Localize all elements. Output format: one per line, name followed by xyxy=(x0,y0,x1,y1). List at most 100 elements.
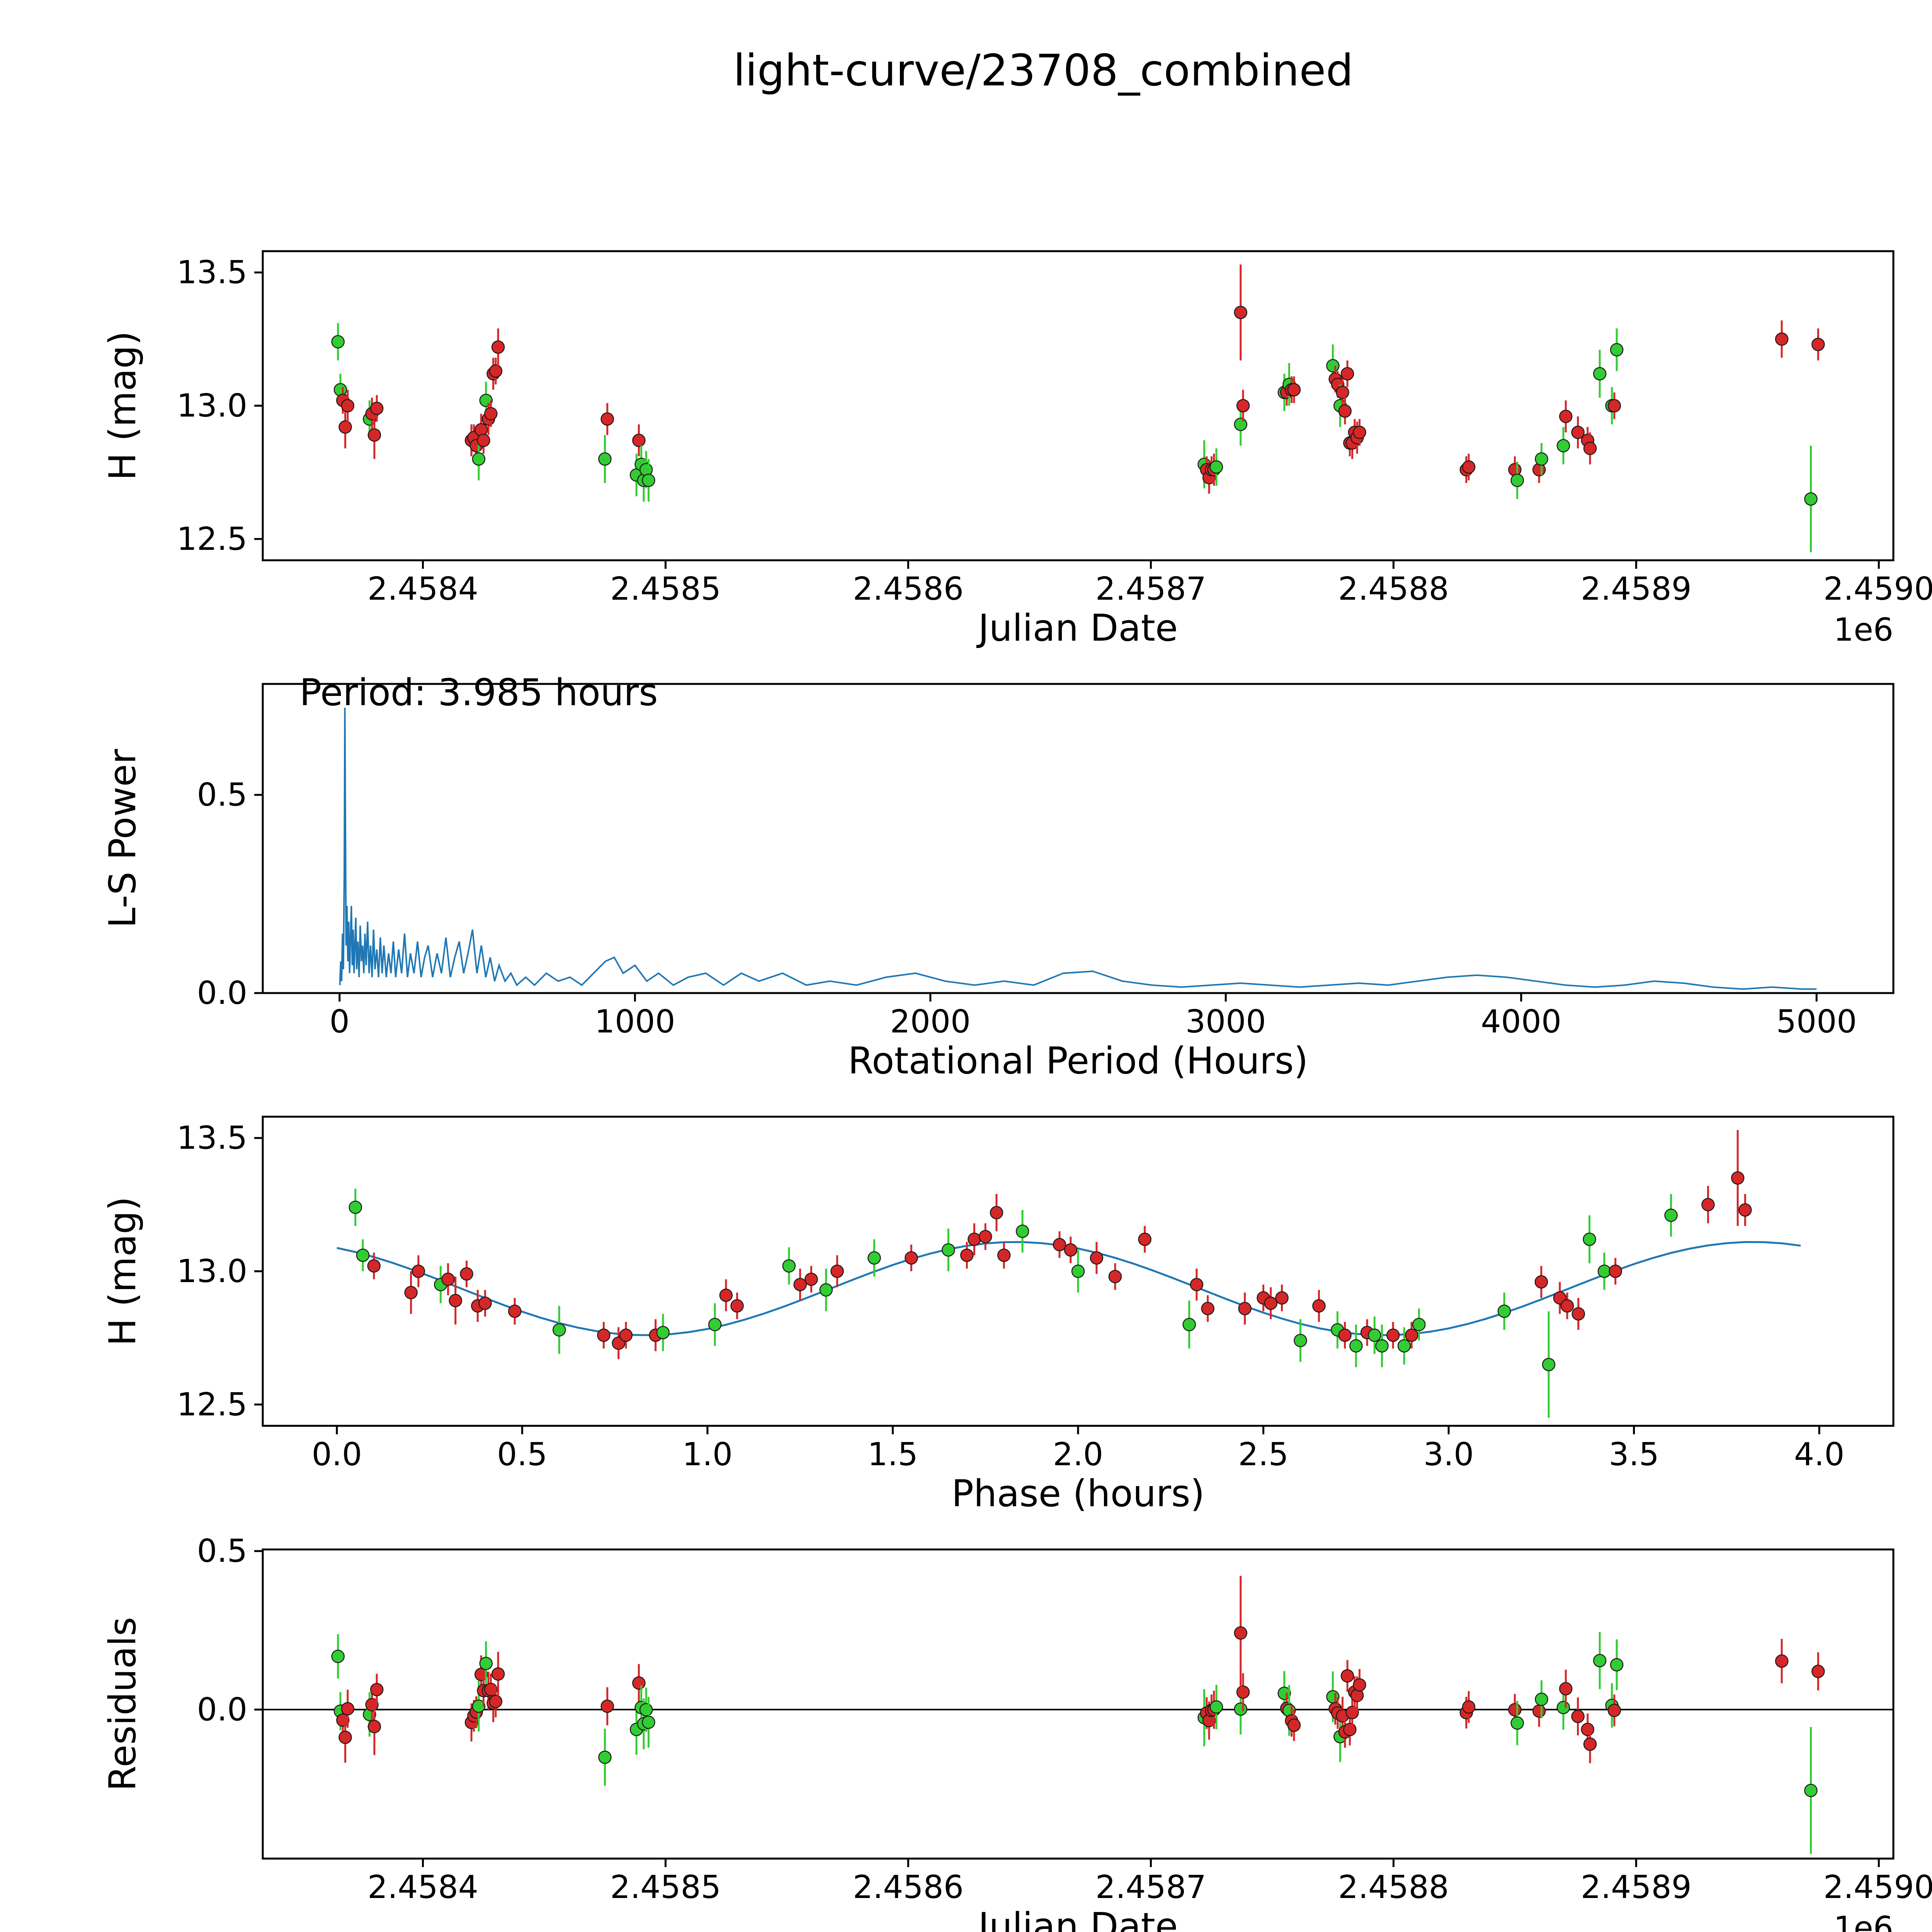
data-point xyxy=(491,1667,505,1681)
data-point xyxy=(1811,1665,1825,1678)
data-point xyxy=(1542,1358,1556,1371)
data-point xyxy=(1559,410,1573,423)
data-point xyxy=(1236,399,1250,413)
data-point xyxy=(1340,1669,1354,1683)
data-point xyxy=(1532,1704,1546,1718)
x-tick-label: 2.4590 xyxy=(1823,1869,1932,1906)
data-point xyxy=(489,1695,503,1708)
y-tick-label: 0.0 xyxy=(197,1691,247,1728)
axis-offset-label: 1e6 xyxy=(1833,1910,1893,1932)
data-point xyxy=(642,1715,655,1729)
data-point xyxy=(1190,1278,1204,1291)
x-tick-label: 2.4588 xyxy=(1338,1869,1449,1906)
data-point xyxy=(1349,1339,1363,1353)
data-point xyxy=(1535,1692,1548,1706)
data-point xyxy=(1775,1654,1789,1668)
data-point xyxy=(460,1267,473,1281)
x-tick-label: 0.0 xyxy=(312,1436,362,1473)
data-point xyxy=(1312,1299,1326,1313)
data-point xyxy=(1108,1270,1122,1284)
data-point xyxy=(804,1272,818,1286)
x-tick-label: 2.4586 xyxy=(853,1869,964,1906)
data-point xyxy=(632,434,646,447)
x-tick-label: 4000 xyxy=(1481,1003,1561,1040)
data-point xyxy=(1234,418,1247,431)
data-point xyxy=(477,434,490,447)
data-point xyxy=(997,1248,1011,1262)
x-tick-label: 3.0 xyxy=(1423,1436,1474,1473)
axes-frame xyxy=(262,683,1895,994)
periodogram-line xyxy=(339,707,1817,990)
data-point xyxy=(1338,1328,1352,1342)
x-tick-label: 3000 xyxy=(1185,1003,1266,1040)
data-point xyxy=(404,1286,418,1299)
x-tick-label: 2.4587 xyxy=(1095,1869,1206,1906)
x-tick-label: 1.5 xyxy=(867,1436,918,1473)
data-point xyxy=(484,407,498,420)
data-point xyxy=(1804,492,1818,506)
data-point xyxy=(370,1683,384,1696)
data-point xyxy=(1264,1296,1277,1310)
data-point xyxy=(412,1264,425,1278)
data-point xyxy=(1343,1723,1357,1736)
x-axis-label: Rotational Period (Hours) xyxy=(848,1040,1308,1082)
data-point xyxy=(632,1676,646,1690)
data-point xyxy=(472,452,486,466)
data-point xyxy=(642,473,655,487)
data-point xyxy=(598,452,612,466)
data-point xyxy=(1275,1291,1289,1305)
data-point xyxy=(553,1323,566,1337)
data-point xyxy=(1508,1703,1522,1717)
x-tick-label: 1.0 xyxy=(682,1436,733,1473)
data-point xyxy=(1535,452,1548,466)
y-axis-label: H (mag) xyxy=(102,331,144,481)
data-point xyxy=(905,1251,918,1265)
x-tick-label: 2.4585 xyxy=(610,1869,721,1906)
y-axis-label: Residuals xyxy=(102,1617,144,1791)
data-point xyxy=(1571,425,1585,439)
y-tick-label: 0.5 xyxy=(197,1533,247,1570)
data-point xyxy=(1583,1737,1597,1751)
data-point xyxy=(1397,1339,1411,1353)
data-point xyxy=(708,1318,722,1332)
data-point xyxy=(1610,1658,1624,1672)
x-tick-label: 1000 xyxy=(595,1003,675,1040)
data-point xyxy=(338,1730,352,1744)
data-point xyxy=(1201,1302,1214,1315)
data-point xyxy=(1209,460,1223,474)
y-axis-label: L-S Power xyxy=(102,748,144,928)
data-point xyxy=(1368,1328,1381,1342)
data-point xyxy=(331,1650,345,1663)
data-point xyxy=(1510,473,1524,487)
x-tick-label: 2.4587 xyxy=(1095,571,1206,607)
panel-phased-lightcurve: 0.0 0.5 1.0 1.5 2.0 2.5 3.0 3.5 4.0 12.5 13.0 13.5 P… xyxy=(102,1116,1895,1515)
axes-frame xyxy=(262,1548,1895,1860)
data-point xyxy=(1405,1328,1418,1342)
data-point xyxy=(1138,1232,1151,1246)
data-point xyxy=(1462,460,1476,474)
data-point xyxy=(1238,1302,1252,1315)
figure-title: light-curve/23708_combined xyxy=(733,46,1354,96)
panel-residuals: 2.4584 2.4585 2.4586 2.4587 2.4588 2.4589 2.45… xyxy=(102,1533,1932,1932)
data-point xyxy=(1559,1682,1573,1696)
data-point xyxy=(331,335,345,349)
data-point xyxy=(1556,1701,1570,1714)
data-point xyxy=(1597,1264,1611,1278)
data-point xyxy=(1287,383,1301,396)
data-point xyxy=(1811,338,1825,351)
data-point xyxy=(600,1699,614,1713)
x-tick-label: 2.4584 xyxy=(367,571,478,607)
axes-frame xyxy=(262,250,1895,561)
data-point xyxy=(1731,1171,1745,1185)
data-point xyxy=(1556,439,1570,452)
data-point xyxy=(942,1243,955,1257)
data-point xyxy=(1234,1702,1247,1716)
data-point xyxy=(367,428,381,442)
x-tick-label: 0 xyxy=(330,1003,350,1040)
data-point xyxy=(1664,1208,1678,1222)
data-point xyxy=(341,399,355,413)
data-point xyxy=(1583,1232,1596,1246)
data-point xyxy=(1336,386,1349,399)
data-point xyxy=(449,1294,462,1308)
